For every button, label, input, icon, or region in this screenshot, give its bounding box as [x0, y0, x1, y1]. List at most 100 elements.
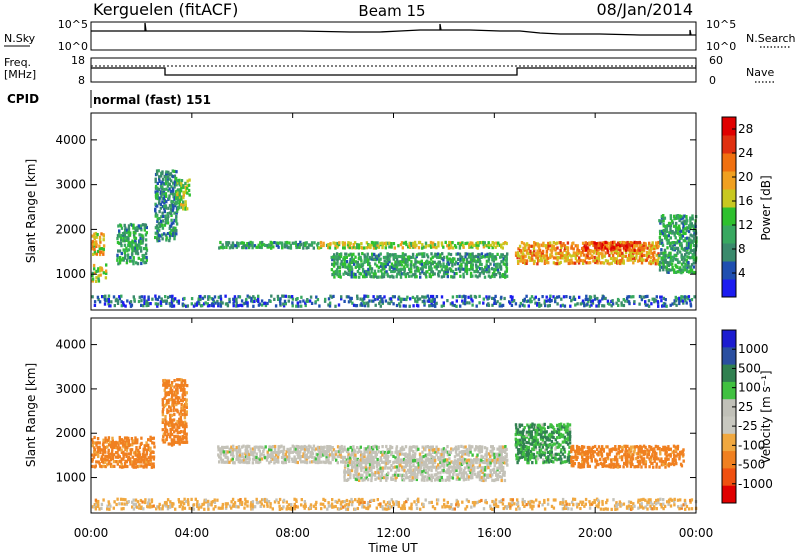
velocity-echo-cell	[161, 413, 165, 417]
velocity-echo-cell	[525, 447, 528, 451]
velocity-echo-cell	[519, 430, 523, 434]
power-echo-cell	[145, 299, 149, 303]
velocity-echo-cell	[167, 401, 170, 405]
power-echo-cell	[374, 243, 377, 247]
power-echo-cell	[459, 304, 462, 308]
power-echo-cell	[554, 297, 557, 301]
freq-tick-bottom: 8	[78, 74, 85, 87]
power-echo-cell	[669, 223, 673, 228]
velocity-echo-cell	[417, 468, 420, 472]
velocity-echo-cell	[419, 454, 422, 459]
power-echo-cell	[136, 252, 140, 256]
power-echo-cell	[676, 226, 679, 230]
velocity-echo-cell	[373, 473, 377, 477]
velocity-echo-cell	[276, 455, 280, 459]
power-echo-cell	[659, 260, 662, 264]
velocity-echo-cell	[492, 447, 496, 451]
velocity-echo-cell	[377, 468, 380, 472]
power-echo-cell	[466, 252, 469, 256]
velocity-echo-cell	[183, 388, 186, 392]
power-echo-cell	[165, 194, 168, 198]
velocity-echo-cell	[360, 450, 363, 454]
power-echo-cell	[305, 299, 308, 303]
velocity-echo-cell	[219, 452, 223, 456]
velocity-echo-cell	[441, 458, 444, 463]
power-echo-cell	[459, 257, 462, 261]
velocity-echo-cell	[423, 478, 426, 482]
velocity-echo-cell	[181, 395, 184, 400]
power-echo-cell	[374, 258, 377, 262]
velocity-echo-cell	[349, 468, 352, 473]
power-echo-cell	[546, 247, 550, 251]
velocity-echo-cell	[255, 460, 258, 464]
power-echo-cell	[253, 296, 256, 300]
velocity-echo-cell	[116, 455, 119, 459]
power-echo-cell	[172, 200, 175, 204]
velocity-echo-cell	[242, 444, 245, 448]
velocity-echo-cell	[522, 445, 525, 449]
velocity-echo-cell	[503, 461, 507, 465]
power-echo-cell	[132, 226, 135, 230]
velocity-echo-cell	[370, 453, 373, 457]
velocity-echo-cell	[268, 445, 271, 449]
power-echo-cell	[91, 295, 94, 299]
power-echo-cell	[365, 272, 368, 276]
velocity-echo-cell	[129, 459, 132, 464]
velocity-echo-cell	[439, 471, 442, 475]
velocity-echo-cell	[181, 437, 185, 441]
velocity-echo-cell	[225, 452, 228, 456]
velocity-echo-cell	[541, 435, 545, 439]
power-echo-cell	[498, 271, 501, 276]
power-echo-cell	[354, 255, 357, 259]
power-echo-cell	[423, 299, 426, 303]
velocity-echo-cell	[340, 447, 343, 451]
velocity-echo-cell	[113, 445, 116, 450]
power-echo-cell	[599, 241, 602, 245]
power-echo-cell	[100, 247, 104, 251]
power-echo-cell	[272, 245, 275, 249]
velocity-echo-cell	[437, 478, 440, 482]
power-echo-cell	[447, 262, 451, 266]
velocity-echo-cell	[357, 476, 361, 480]
velocity-echo-cell	[269, 459, 273, 463]
power-echo-cell	[279, 241, 282, 245]
power-echo-cell	[392, 275, 395, 279]
power-echo-cell	[132, 240, 135, 244]
power-echo-cell	[544, 304, 547, 308]
power-echo-cell	[168, 182, 171, 187]
power-echo-cell	[470, 262, 473, 266]
power-echo-cell	[678, 241, 682, 245]
power-echo-cell	[116, 253, 119, 257]
power-echo-cell	[554, 256, 558, 260]
power-echo-cell	[134, 226, 137, 230]
velocity-echo-cell	[310, 455, 314, 459]
power-echo-cell	[247, 246, 251, 250]
power-echo-cell	[123, 248, 126, 252]
power-echo-cell	[264, 303, 268, 308]
power-echo-cell	[225, 241, 228, 245]
velocity-echo-cell	[455, 466, 458, 470]
velocity-echo-cell	[311, 447, 314, 451]
power-echo-cell	[363, 304, 367, 308]
power-echo-cell	[610, 241, 613, 245]
power-echo-cell	[372, 257, 375, 262]
noise-sky-trace	[91, 22, 696, 36]
velocity-echo-cell	[127, 458, 130, 462]
velocity-echo-cell	[228, 460, 231, 464]
velocity-echo-cell	[176, 408, 179, 412]
power-echo-cell	[483, 275, 487, 279]
power-echo-cell	[678, 301, 681, 306]
power-echo-cell	[616, 241, 620, 245]
velocity-echo-cell	[522, 450, 525, 454]
power-echo-cell	[365, 294, 368, 298]
power-echo-cell	[478, 257, 481, 261]
power-echo-cell	[159, 301, 163, 305]
power-echo-cell	[533, 249, 536, 253]
velocity-echo-cell	[388, 466, 391, 470]
power-echo-cell	[291, 297, 295, 301]
power-echo-cell	[173, 231, 177, 236]
power-echo-cell	[134, 229, 137, 233]
power-echo-cell	[494, 273, 498, 277]
velocity-echo-cell	[412, 464, 415, 468]
velocity-echo-cell	[424, 458, 428, 462]
